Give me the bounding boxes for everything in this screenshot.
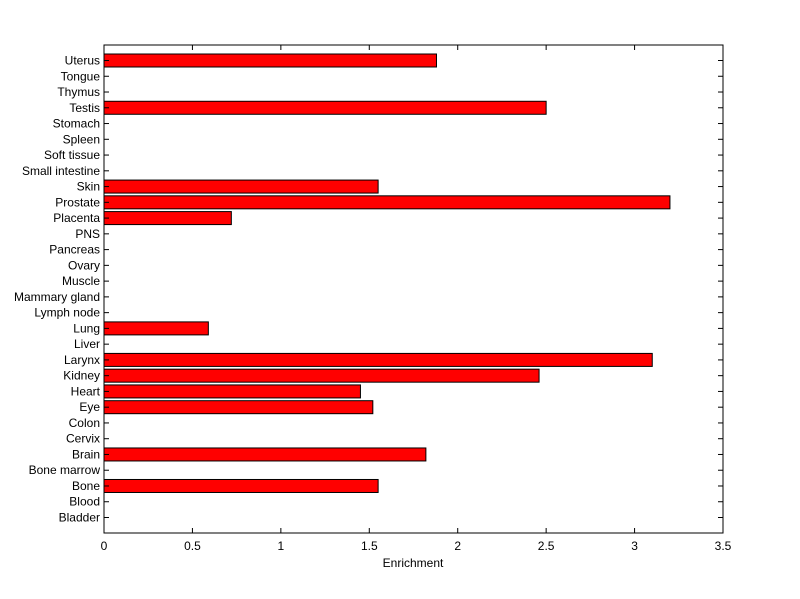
y-tick-label: Prostate xyxy=(55,195,100,209)
y-tick-label: Lung xyxy=(73,321,100,335)
y-tick-label: Mammary gland xyxy=(14,290,100,304)
x-tick-label: 1.5 xyxy=(361,539,378,553)
y-tick-label: Kidney xyxy=(63,369,100,383)
y-tick-label: Testis xyxy=(69,101,100,115)
y-tick-label: Cervix xyxy=(66,432,100,446)
y-tick-label: Thymus xyxy=(57,85,100,99)
x-tick-label: 3 xyxy=(631,539,638,553)
bar-bone xyxy=(103,478,379,493)
y-tick-label: Liver xyxy=(74,337,100,351)
y-tick-label: Colon xyxy=(69,416,100,430)
y-tick-label: Eye xyxy=(79,400,100,414)
bars-group xyxy=(103,53,671,493)
y-tick-label: Skin xyxy=(77,180,100,194)
bar-larynx xyxy=(103,352,653,367)
bar-uterus xyxy=(103,53,437,68)
bar-skin xyxy=(103,179,379,194)
y-tick-label: Blood xyxy=(69,495,100,509)
bar-brain xyxy=(103,447,427,462)
x-tick-label: 1 xyxy=(278,539,285,553)
y-tick-label: Uterus xyxy=(65,54,100,68)
y-tick-label: Bone marrow xyxy=(29,463,101,477)
x-axis-title: Enrichment xyxy=(383,556,444,570)
y-tick-label: PNS xyxy=(75,227,100,241)
y-tick-label: Bone xyxy=(72,479,100,493)
y-tick-label: Bladder xyxy=(59,511,100,525)
x-tick-label: 2 xyxy=(454,539,461,553)
bar-kidney xyxy=(103,368,540,383)
y-tick-label: Placenta xyxy=(53,211,100,225)
x-tick-label: 2.5 xyxy=(538,539,555,553)
y-tick-label: Soft tissue xyxy=(44,148,100,162)
bar-testis xyxy=(103,100,547,115)
bar-eye xyxy=(103,400,374,415)
y-tick-label: Stomach xyxy=(53,117,100,131)
y-tick-label: Pancreas xyxy=(49,243,100,257)
y-tick-label: Spleen xyxy=(63,132,100,146)
bar-heart xyxy=(103,384,361,399)
y-tick-label: Muscle xyxy=(62,274,100,288)
bar-placenta xyxy=(103,211,232,226)
y-tick-label: Ovary xyxy=(68,258,100,272)
x-tick-label: 0 xyxy=(101,539,108,553)
y-tick-label: Lymph node xyxy=(34,306,100,320)
bar-prostate xyxy=(103,195,671,210)
y-tick-label: Heart xyxy=(71,384,101,398)
x-tick-label: 0.5 xyxy=(184,539,201,553)
y-tick-label: Brain xyxy=(72,447,100,461)
bar-lung xyxy=(103,321,209,336)
y-tick-label: Larynx xyxy=(64,353,100,367)
y-tick-label: Tongue xyxy=(61,69,101,83)
x-axis: 0 0.5 1 1.5 2 2.5 3 3.5 xyxy=(101,45,732,553)
y-tick-label: Small intestine xyxy=(22,164,100,178)
x-tick-label: 3.5 xyxy=(715,539,732,553)
